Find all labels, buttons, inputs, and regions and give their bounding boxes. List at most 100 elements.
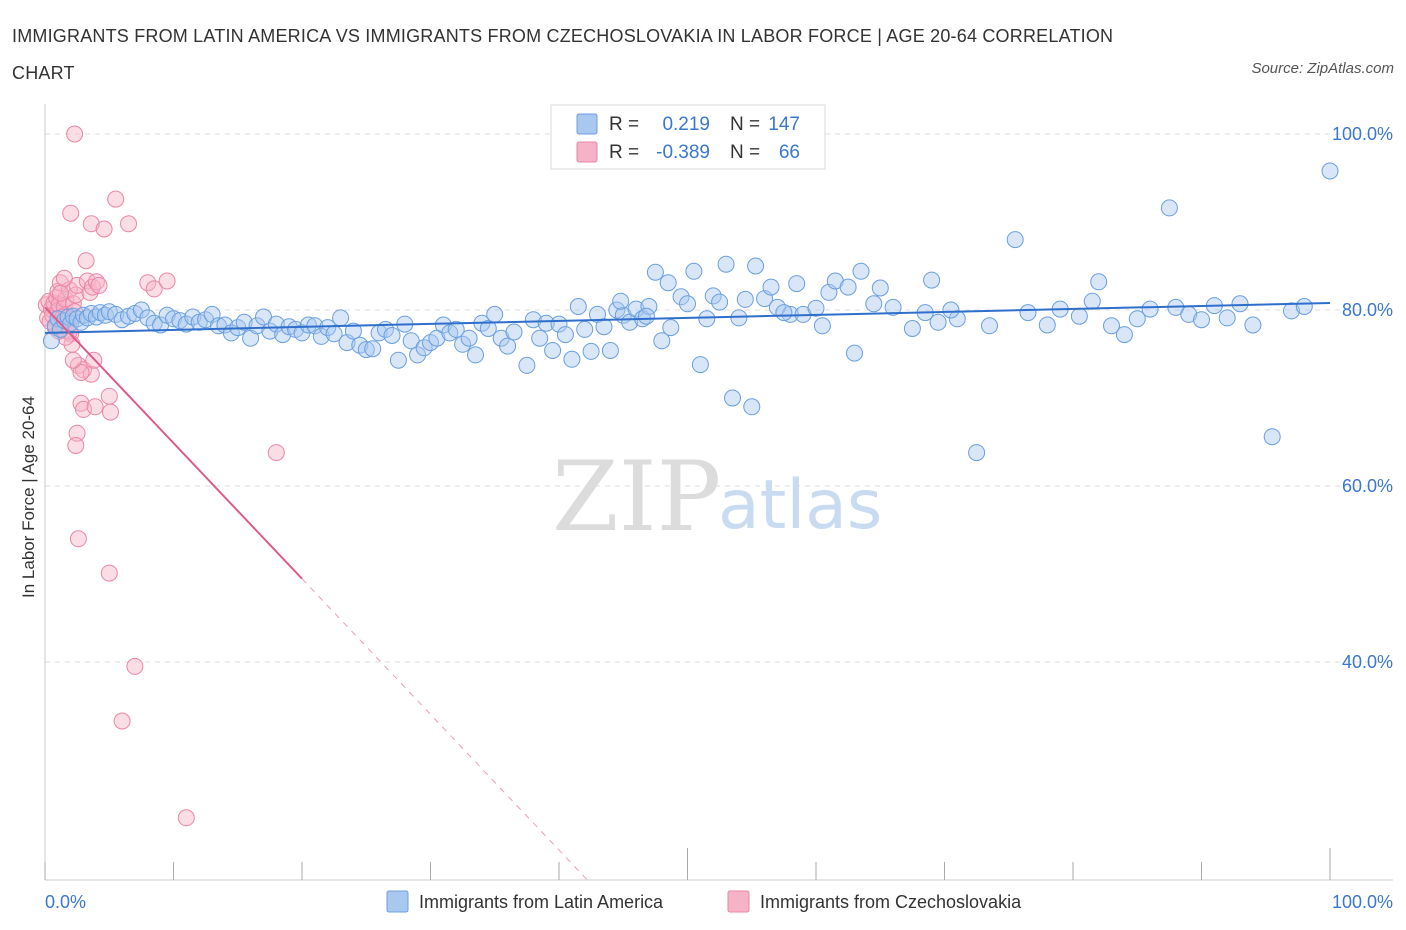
latin-america-point-83 <box>537 314 555 332</box>
latin-america-point-63 <box>402 332 420 350</box>
legend-n-value-2: 66 <box>779 142 800 163</box>
czechoslovakia-point-44 <box>55 269 73 287</box>
latin-america-point-37 <box>235 313 253 331</box>
latin-america-point-155 <box>1231 295 1249 313</box>
czechoslovakia-point-55 <box>107 190 125 208</box>
czechoslovakia-point-62 <box>158 272 176 290</box>
latin-america-point-105 <box>679 295 696 313</box>
czechoslovakia-point-27 <box>68 424 86 442</box>
latin-america-point-61 <box>389 351 407 369</box>
latin-america-point-116 <box>747 257 765 275</box>
latin-america-point-87 <box>563 350 581 368</box>
latin-america-point-146 <box>1115 326 1133 344</box>
latin-america-point-118 <box>762 278 780 296</box>
x-tick-labels: 0.0% 100.0% <box>45 892 1393 912</box>
latin-america-point-135 <box>929 313 947 331</box>
latin-america-point-72 <box>460 329 478 347</box>
latin-america-point-78 <box>499 337 517 355</box>
czechoslovakia-point-60 <box>139 274 157 292</box>
czechoslovakia-point-57 <box>120 215 137 233</box>
trend-lines <box>44 301 1331 881</box>
czechoslovakia-point-64 <box>267 444 285 462</box>
latin-america-point-92 <box>595 318 613 336</box>
czechoslovakia-point-61 <box>145 280 163 298</box>
latin-america-point-108 <box>698 310 716 328</box>
latin-america-point-89 <box>576 320 594 338</box>
trend-line-latin-america <box>44 301 1331 334</box>
latin-america-point-28 <box>177 315 195 333</box>
y-tick-label-1: 80.0% <box>1342 300 1393 320</box>
latin-america-point-128 <box>852 262 870 280</box>
latin-america-point-113 <box>730 309 748 327</box>
chart-title: IMMIGRANTS FROM LATIN AMERICA VS IMMIGRA… <box>12 26 1114 83</box>
czechoslovakia-point-58 <box>126 657 144 675</box>
latin-america-point-60 <box>383 327 401 344</box>
legend-n-label-2: N = <box>730 142 760 163</box>
latin-america-point-165 <box>637 307 655 325</box>
czechoslovakia-point-59 <box>113 712 131 730</box>
latin-america-point-159 <box>1295 298 1313 315</box>
y-tick-label-2: 60.0% <box>1342 476 1393 496</box>
latin-america-point-132 <box>903 320 921 337</box>
latin-america-point-107 <box>691 356 709 374</box>
latin-america-point-149 <box>1160 199 1178 217</box>
latin-america-point-93 <box>601 342 619 359</box>
latin-america-point-154 <box>1218 309 1236 327</box>
correlation-legend: R = 0.219 N = 147 R = -0.389 N = 66 <box>550 104 826 170</box>
latin-america-point-129 <box>865 295 883 313</box>
legend-n-label-1: N = <box>730 114 760 135</box>
latin-america-point-73 <box>467 346 484 364</box>
latin-america-point-64 <box>409 346 427 364</box>
czechoslovakia-point-29 <box>69 530 87 548</box>
latin-america-point-134 <box>923 271 941 289</box>
czechoslovakia-point-53 <box>102 403 119 421</box>
latin-america-point-112 <box>724 389 741 407</box>
grid-lines <box>45 133 1393 663</box>
latin-america-point-49 <box>312 327 330 345</box>
latin-america-point-147 <box>1128 310 1146 328</box>
y-tick-label-3: 40.0% <box>1342 652 1393 672</box>
series-latin-america-points <box>42 162 1339 462</box>
legend-r-value-2: -0.389 <box>656 142 710 163</box>
latin-america-point-50 <box>319 319 337 337</box>
czechoslovakia-point-42 <box>90 276 108 294</box>
latin-america-point-162 <box>942 301 960 319</box>
y-tick-label-0: 100.0% <box>1332 124 1393 144</box>
latin-america-point-130 <box>871 279 889 297</box>
legend-r-label-1: R = <box>609 114 639 135</box>
czechoslovakia-point-47 <box>64 351 82 369</box>
latin-america-point-121 <box>788 275 806 293</box>
latin-america-point-54 <box>344 322 362 340</box>
series-legend-label-pink: Immigrants from Czechoslovakia <box>760 892 1022 912</box>
latin-america-point-101 <box>653 332 671 350</box>
trend-line-czechoslovakia <box>44 306 303 580</box>
latin-america-point-88 <box>569 298 587 315</box>
axes <box>44 104 1393 881</box>
latin-america-point-166 <box>612 292 630 310</box>
series-legend-label-blue: Immigrants from Latin America <box>419 892 664 912</box>
latin-america-point-80 <box>518 356 536 374</box>
czechoslovakia-point-34 <box>77 252 95 270</box>
latin-america-point-70 <box>447 320 465 338</box>
latin-america-point-138 <box>981 317 998 335</box>
latin-america-point-40 <box>255 308 272 326</box>
series-czechoslovakia-points <box>37 125 285 827</box>
legend-n-value-1: 147 <box>768 114 800 135</box>
latin-america-point-56 <box>357 341 375 359</box>
latin-america-point-140 <box>1019 304 1037 322</box>
czechoslovakia-point-26 <box>62 204 80 222</box>
latin-america-point-90 <box>582 342 600 360</box>
latin-america-point-152 <box>1193 311 1210 329</box>
x-tick-label-0: 0.0% <box>45 892 86 912</box>
latin-america-point-141 <box>1038 316 1056 334</box>
latin-america-point-82 <box>531 329 549 347</box>
latin-america-point-57 <box>364 340 382 358</box>
latin-america-point-144 <box>1090 273 1108 291</box>
czechoslovakia-point-43 <box>72 364 90 381</box>
czechoslovakia-point-28 <box>67 437 85 454</box>
latin-america-point-127 <box>846 344 863 362</box>
source-label: Source: ZipAtlas.com <box>1251 60 1394 77</box>
x-tick-label-1: 100.0% <box>1332 892 1393 912</box>
y-tick-labels: 100.0% 80.0% 60.0% 40.0% <box>1332 124 1393 672</box>
